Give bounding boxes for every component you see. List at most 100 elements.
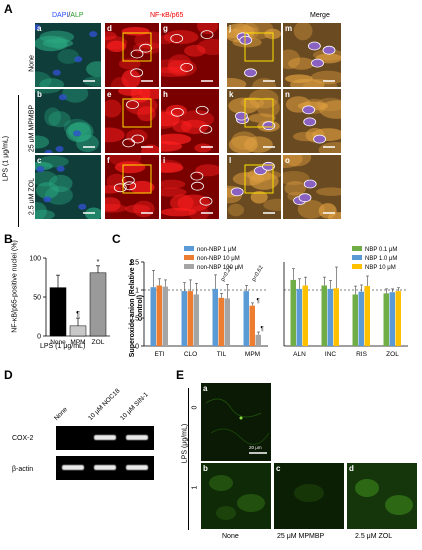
tile-e-c-letter: c [276, 464, 281, 473]
chart-c-bar [383, 293, 389, 346]
chart-c-bar [243, 291, 249, 346]
tile-a-k-letter: k [229, 90, 234, 99]
chart-b-sig-mpm: ¶ [76, 311, 80, 318]
tile-a-m: m [282, 22, 342, 88]
panel-label-a: A [4, 2, 13, 16]
tile-a-c-letter: c [37, 156, 42, 165]
chart-c-bar [218, 297, 224, 346]
chart-b-ytick-label: 0 [37, 334, 41, 341]
chart-c-xtick-label: ZOL [386, 351, 399, 358]
chart-c-xtick-label: INC [325, 351, 337, 358]
tile-a-e-letter: e [107, 90, 112, 99]
tile-a-f-letter: f [107, 156, 110, 165]
tile-a-n: n [282, 88, 342, 154]
tile-a-o: o [282, 154, 342, 220]
tile-e-d: d [346, 462, 418, 530]
chart-c-bar [156, 285, 162, 346]
chart-b-ytick-label: 50 [33, 295, 41, 302]
tile-e-c-image [294, 484, 324, 502]
chart-b-bar [49, 287, 67, 337]
tile-e-b-image [209, 475, 265, 520]
chart-b-sig-zol: * [97, 259, 100, 266]
tile-e-a-letter: a [203, 384, 208, 393]
scalebar-label: 20 μm [249, 445, 262, 450]
chart-c-bar [193, 294, 199, 346]
chart-c-bar [327, 288, 333, 346]
chart-c-xtick-label: ALN [293, 351, 306, 358]
chart-c-bar [302, 285, 308, 346]
chart-b: 0 50 100 None MPM ZOL ¶ * [29, 256, 110, 346]
chart-b-bar [89, 272, 107, 337]
tile-a-j-image [227, 23, 281, 87]
tile-e-d-image [355, 479, 413, 515]
tile-a-k-image [228, 89, 280, 153]
tile-a-m-letter: m [285, 24, 293, 33]
chart-c-xtick-label: MPM [245, 351, 260, 358]
chart-c-bar [249, 305, 255, 346]
chart-c-legend-label: NBP 1.0 μM [365, 256, 397, 262]
chart-c-bar [187, 291, 193, 346]
tile-a-c: c [34, 154, 102, 220]
panel-label-c: C [112, 232, 121, 246]
chart-c-sig-mpm-10: ¶ [257, 298, 260, 304]
chart-c-legend-label: non-NBP 10 μM [197, 256, 240, 262]
panel-label-e: E [176, 368, 185, 382]
tile-a-d-letter: d [107, 24, 112, 33]
chart-c-ytick-label: 1.5 [130, 260, 139, 267]
tile-a-g-image [161, 23, 219, 82]
chart-b-ylabel: NF-κB/p65-positive nuclei (%) [11, 240, 19, 333]
panel-label-d: D [4, 368, 13, 382]
band-cox2-sin1 [126, 435, 148, 440]
chart-c-ytick-label: 0.5 [130, 316, 139, 323]
chart-c-bar [364, 286, 370, 346]
chart-c-legend-swatch [352, 264, 362, 269]
chart-b-xtick-label: None [50, 339, 66, 346]
chart-c-bar [162, 286, 168, 346]
header-nfkb: NF-κB/p65 [150, 12, 184, 19]
tile-e-a: a 20 μm [200, 382, 272, 462]
chart-c-ytick-label: 1 [135, 288, 139, 295]
lane-label-sin1: 10 μM SIN-1 [119, 391, 150, 422]
panel-e-row1: 1 [191, 485, 199, 490]
tile-a-f-image [105, 155, 155, 218]
tile-a-b-letter: b [37, 90, 42, 99]
gel-bactin [56, 456, 154, 480]
tile-a-n-image [285, 96, 341, 153]
tile-a-g-letter: g [163, 24, 168, 33]
tile-a-o-image [283, 155, 341, 219]
tile-a-l-letter: l [229, 156, 232, 165]
chart-c-bar [212, 288, 218, 346]
tile-e-c: c [273, 462, 345, 530]
tile-a-j: j [226, 22, 282, 88]
chart-c-xtick-label: ETI [154, 351, 164, 358]
tile-a-e-image [105, 89, 159, 153]
chart-c-bar [290, 279, 296, 346]
tile-a-d-image [105, 27, 159, 87]
row-label-bactin: β-actin [12, 466, 34, 473]
chart-b-xlabel: LPS (1 μg/mL) [40, 343, 86, 350]
band-bactin-noc18 [94, 465, 116, 470]
panel-label-b: B [4, 232, 13, 246]
chart-c-legend-swatch [352, 255, 362, 260]
chart-c-xtick-label: TIL [217, 351, 227, 358]
tile-e-b: b [200, 462, 272, 530]
chart-c-bar [181, 291, 187, 346]
gel-cox2 [56, 426, 154, 450]
tile-a-a-image [35, 24, 101, 87]
band-bactin-sin1 [126, 465, 148, 470]
chart-c-bar [389, 292, 395, 346]
chart-c-legend-label: NBP 10 μM [365, 265, 396, 271]
chart-c-bar [255, 334, 261, 346]
header-dapi: DAPI [52, 12, 69, 19]
chart-c-legend-swatch [184, 264, 194, 269]
chart-c-pval-mpm: p=0.62 [251, 265, 265, 283]
tile-e-a-image [205, 398, 270, 454]
chart-c-bar [321, 285, 327, 346]
tile-a-b: b [34, 88, 102, 154]
tile-a-h: h [160, 88, 220, 154]
tile-a-d: d [104, 22, 160, 88]
tile-a-h-letter: h [163, 90, 168, 99]
chart-c-bar [333, 288, 339, 346]
tile-a-b-image [35, 89, 99, 153]
chart-c-legend-label: NBP 0.1 μM [365, 247, 397, 253]
